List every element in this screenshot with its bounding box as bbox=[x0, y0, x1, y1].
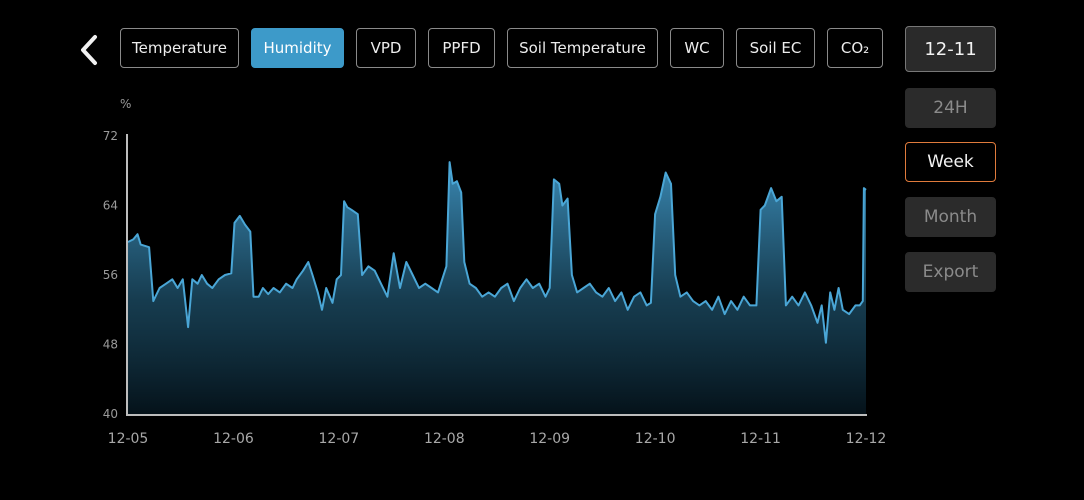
y-unit-label: % bbox=[120, 97, 131, 111]
y-tick-label: 64 bbox=[103, 199, 118, 213]
tab-humidity[interactable]: Humidity bbox=[251, 28, 344, 68]
humidity-line bbox=[127, 161, 867, 344]
tab-wc[interactable]: WC bbox=[670, 28, 724, 68]
tab-vpd[interactable]: VPD bbox=[356, 28, 416, 68]
x-tick-label: 12-10 bbox=[635, 431, 676, 447]
x-tick-label: 12-11 bbox=[740, 431, 781, 447]
range-week-button[interactable]: Week bbox=[905, 142, 996, 182]
y-tick-label: 40 bbox=[103, 407, 118, 421]
x-tick-label: 12-08 bbox=[424, 431, 465, 447]
y-tick-label: 48 bbox=[103, 338, 118, 352]
tab-soil-ec[interactable]: Soil EC bbox=[736, 28, 815, 68]
y-tick-label: 56 bbox=[103, 268, 118, 282]
export-button[interactable]: Export bbox=[905, 252, 996, 292]
tab-ppfd[interactable]: PPFD bbox=[428, 28, 495, 68]
range-24h-button[interactable]: 24H bbox=[905, 88, 996, 128]
humidity-area bbox=[128, 162, 866, 414]
x-tick-label: 12-06 bbox=[213, 431, 254, 447]
x-tick-label: 12-07 bbox=[319, 431, 360, 447]
x-tick-label: 12-05 bbox=[108, 431, 149, 447]
x-tick-label: 12-09 bbox=[529, 431, 570, 447]
range-month-button[interactable]: Month bbox=[905, 197, 996, 237]
y-tick-label: 72 bbox=[103, 129, 118, 143]
tab-soil-temperature[interactable]: Soil Temperature bbox=[507, 28, 658, 68]
x-tick-label: 12-12 bbox=[846, 431, 887, 447]
tab-co2[interactable]: CO₂ bbox=[827, 28, 883, 68]
date-picker-button[interactable]: 12-11 bbox=[905, 26, 996, 72]
chevron-left-icon bbox=[81, 35, 97, 65]
tab-temperature[interactable]: Temperature bbox=[120, 28, 239, 68]
back-button[interactable] bbox=[72, 30, 106, 70]
